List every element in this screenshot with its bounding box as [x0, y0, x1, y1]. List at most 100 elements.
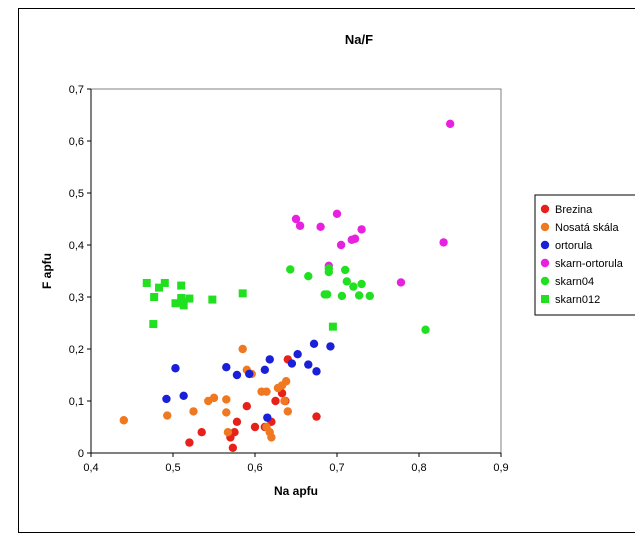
data-point	[286, 265, 295, 274]
data-point	[222, 363, 231, 372]
y-tick-label: 0,5	[69, 188, 84, 200]
data-points	[119, 119, 455, 452]
data-point	[350, 234, 360, 243]
series-5	[142, 278, 337, 331]
axes: 0 0,1 0,2 0,3 0,4 0,5 0,6 0,7 0,4 0,5 0,6 0,7 0,8 0,9	[69, 84, 509, 474]
legend-marker	[540, 204, 550, 214]
data-point	[287, 359, 297, 368]
data-point	[267, 433, 276, 442]
data-point	[324, 267, 333, 277]
data-point	[245, 369, 254, 379]
data-point	[328, 322, 337, 331]
x-tick-label: 0,8	[411, 462, 426, 474]
legend-box	[534, 194, 635, 316]
data-point	[238, 289, 247, 298]
series-2	[162, 339, 335, 422]
data-point	[332, 209, 342, 218]
data-point	[263, 413, 272, 422]
legend-label: skarn-ortorula	[555, 258, 624, 270]
x-axis-title: Na apfu	[274, 484, 318, 498]
data-point	[232, 370, 242, 380]
data-point	[349, 282, 358, 291]
chart-svg: Na/F 00,10,20,30,40,50,60,70,4 0,5 0,6 0,7 0…	[40, 32, 635, 498]
data-point	[304, 360, 313, 369]
data-point	[312, 412, 321, 421]
data-point	[160, 278, 169, 287]
data-point	[342, 277, 352, 286]
legend-label: skarn012	[555, 294, 600, 306]
data-point	[291, 214, 301, 224]
data-point	[421, 325, 430, 334]
data-point	[197, 428, 206, 437]
data-point	[222, 395, 231, 404]
data-point	[163, 411, 172, 420]
data-point	[185, 294, 194, 303]
data-point	[271, 396, 280, 406]
data-point	[171, 299, 180, 308]
legend-label: ortorula	[555, 240, 593, 252]
data-point	[179, 391, 188, 400]
y-tick-label: 0,2	[69, 344, 84, 356]
y-tick-label: 0,6	[69, 136, 84, 148]
data-point	[177, 281, 186, 290]
x-tick-label: 0,7	[329, 462, 344, 474]
plot-area	[90, 88, 502, 454]
x-tick-label: 0,4	[83, 462, 98, 474]
data-point	[228, 443, 238, 452]
y-axis-title: F apfu	[40, 253, 54, 289]
data-point	[179, 301, 188, 310]
y-tick-label: 0,3	[69, 292, 84, 304]
data-point	[242, 402, 251, 411]
data-point	[337, 291, 347, 301]
data-point	[222, 408, 231, 417]
data-point	[162, 394, 171, 404]
data-point	[316, 222, 325, 231]
data-point	[439, 238, 448, 247]
data-point	[232, 417, 242, 426]
series-1	[119, 344, 292, 442]
legend-marker	[540, 222, 550, 232]
y-tick-label: 0	[78, 448, 84, 460]
data-point	[322, 290, 332, 299]
data-point	[150, 293, 159, 301]
data-point	[326, 342, 335, 351]
data-point	[185, 438, 194, 447]
y-tick-label: 0,1	[69, 396, 84, 408]
data-point	[336, 240, 346, 250]
legend-marker	[540, 258, 550, 268]
data-point	[354, 291, 364, 300]
x-tick-label: 0,5	[165, 462, 180, 474]
data-point	[119, 416, 128, 425]
data-point	[238, 344, 247, 354]
chart-title: Na/F	[345, 32, 373, 47]
data-point	[177, 294, 186, 303]
data-point	[280, 396, 289, 406]
legend-label: Nosatá skála	[555, 222, 619, 234]
series-4	[286, 264, 430, 334]
data-point	[189, 407, 198, 416]
legend-label: skarn04	[555, 276, 594, 288]
data-point	[171, 364, 180, 373]
x-tick-label: 0,9	[493, 462, 508, 474]
data-point	[250, 422, 260, 432]
data-point	[281, 377, 291, 386]
data-point	[208, 295, 217, 304]
data-point	[142, 278, 151, 287]
data-point	[149, 320, 158, 329]
y-tick-label: 0,4	[69, 240, 84, 252]
data-point	[155, 283, 164, 292]
chart-area: Na/F 0 0,1 0,2 0,3 0,4 0,5 0,6 0,7 0,4 0,5 0,6 0,7 0…	[18, 8, 635, 533]
data-point	[262, 387, 271, 396]
data-point	[341, 265, 350, 275]
data-point	[209, 393, 219, 403]
legend-marker	[540, 240, 550, 250]
data-point	[357, 225, 366, 234]
x-tick-label: 0,6	[247, 462, 262, 474]
plot-frame	[90, 88, 502, 454]
y-tick-label: 0,7	[69, 84, 84, 96]
data-point	[365, 291, 374, 301]
data-point	[260, 365, 270, 374]
legend: Brezina Nosatá skála ortorula skarn-ortorul…	[534, 194, 635, 316]
legend-marker	[541, 295, 549, 303]
data-point	[357, 279, 366, 289]
